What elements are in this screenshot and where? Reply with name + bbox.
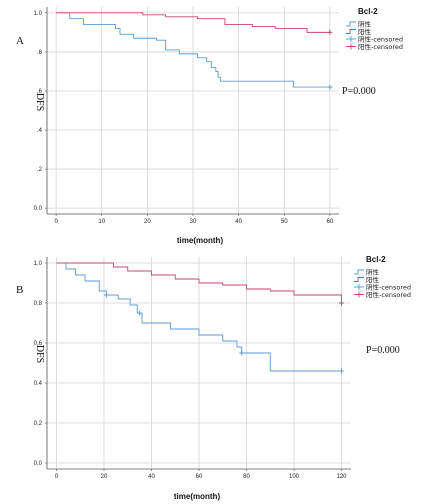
legend-entry-label: 阴性-censored bbox=[358, 34, 403, 43]
x-tick-label: 40 bbox=[148, 474, 155, 480]
legend-entry-label: 阴性-censored bbox=[366, 282, 411, 291]
y-tick-label: 0.8 bbox=[34, 301, 43, 307]
legend-line-swatch bbox=[354, 277, 364, 282]
legend-censor-swatch bbox=[354, 284, 364, 290]
legend-entry-label: 阳性 bbox=[358, 27, 372, 36]
x-tick-label: 0 bbox=[55, 474, 59, 480]
y-axis-title: DFS bbox=[34, 345, 45, 363]
y-tick-label: .6 bbox=[37, 89, 43, 95]
x-axis-title: time(month) bbox=[174, 492, 221, 501]
x-tick-label: 50 bbox=[281, 219, 288, 225]
censor-mark bbox=[103, 292, 109, 298]
censor-mark bbox=[327, 84, 333, 90]
censor-mark bbox=[137, 310, 143, 316]
series-line-positive bbox=[56, 12, 330, 33]
x-tick-label: 60 bbox=[196, 474, 203, 480]
legend-censor-swatch bbox=[346, 36, 356, 42]
series-line-negative bbox=[56, 262, 342, 372]
censor-mark bbox=[339, 300, 344, 306]
y-tick-label: 0.2 bbox=[34, 421, 43, 427]
legend-line-swatch bbox=[354, 269, 364, 275]
x-tick-label: 60 bbox=[327, 219, 334, 225]
legend-line-swatch bbox=[346, 21, 356, 27]
p-value-annotation: P=0.000 bbox=[342, 86, 376, 97]
legend-line-swatch bbox=[346, 29, 356, 34]
panel-label: B bbox=[16, 284, 23, 296]
series-line-negative bbox=[56, 12, 330, 88]
x-axis-title: time(month) bbox=[177, 236, 224, 245]
y-tick-label: 1.0 bbox=[34, 261, 43, 267]
km-panel-A: 0.0 .2 .4 .6 .8 1.0 0 10 20 30 40 50 60 time(month) DF… bbox=[16, 7, 403, 245]
y-tick-label: 0.6 bbox=[34, 341, 43, 347]
p-value-annotation: P=0.000 bbox=[366, 345, 400, 356]
x-tick-label: 100 bbox=[289, 474, 300, 480]
y-tick-label: 1.0 bbox=[34, 11, 43, 17]
panel-label: A bbox=[16, 35, 24, 47]
legend-entry-label: 阴性 bbox=[358, 19, 372, 28]
x-tick-label: 20 bbox=[101, 474, 108, 480]
legend-entry-label: 阳性 bbox=[366, 275, 380, 284]
censor-mark bbox=[339, 368, 344, 374]
x-tick-label: 20 bbox=[144, 219, 151, 225]
x-tick-label: 120 bbox=[336, 474, 347, 480]
legend-censor-swatch bbox=[354, 291, 364, 298]
legend-entry-label: 阴性 bbox=[366, 267, 380, 276]
y-tick-label: .2 bbox=[37, 167, 43, 173]
y-tick-label: 0.4 bbox=[34, 381, 43, 387]
y-tick-label: .4 bbox=[37, 128, 43, 134]
series-line-positive bbox=[56, 262, 342, 303]
x-tick-label: 80 bbox=[243, 474, 250, 480]
y-axis-title: DFS bbox=[34, 93, 45, 111]
legend-title: Bcl-2 bbox=[358, 7, 378, 16]
censor-mark bbox=[239, 350, 245, 356]
legend-title: Bcl-2 bbox=[366, 255, 386, 264]
legend-entry-label: 阳性-censored bbox=[366, 290, 411, 299]
legend-entry-label: 阳性-censored bbox=[358, 42, 403, 51]
km-panel-B: 0.0 0.2 0.4 0.6 0.8 1.0 0 20 40 60 80 100 120 time(mo… bbox=[16, 255, 411, 501]
x-tick-label: 0 bbox=[54, 219, 58, 225]
y-tick-label: .8 bbox=[37, 50, 43, 56]
y-tick-label: 0.0 bbox=[34, 206, 43, 212]
x-tick-label: 30 bbox=[190, 219, 197, 225]
censor-mark bbox=[327, 29, 333, 35]
x-tick-label: 10 bbox=[98, 219, 105, 225]
legend-censor-swatch bbox=[346, 43, 356, 50]
y-tick-label: 0.0 bbox=[34, 461, 43, 467]
x-tick-label: 40 bbox=[235, 219, 242, 225]
